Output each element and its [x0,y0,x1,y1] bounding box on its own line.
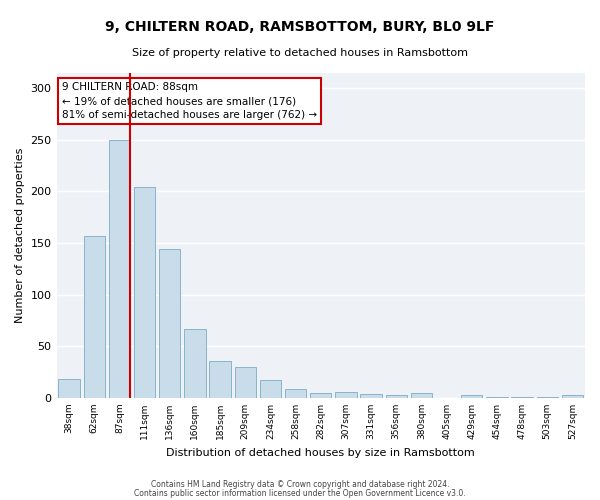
Bar [235,367,256,398]
Bar [511,397,533,398]
Bar [209,360,231,398]
Bar [134,187,155,398]
Text: 9, CHILTERN ROAD, RAMSBOTTOM, BURY, BL0 9LF: 9, CHILTERN ROAD, RAMSBOTTOM, BURY, BL0 … [106,20,494,34]
Bar [486,397,508,398]
Text: Size of property relative to detached houses in Ramsbottom: Size of property relative to detached ho… [132,48,468,58]
Bar [260,380,281,398]
Bar [83,236,105,398]
X-axis label: Distribution of detached houses by size in Ramsbottom: Distribution of detached houses by size … [166,448,475,458]
Y-axis label: Number of detached properties: Number of detached properties [15,148,25,323]
Bar [411,393,432,398]
Bar [461,395,482,398]
Bar [159,249,181,398]
Bar [386,395,407,398]
Text: Contains public sector information licensed under the Open Government Licence v3: Contains public sector information licen… [134,488,466,498]
Bar [58,380,80,398]
Bar [335,392,356,398]
Text: Contains HM Land Registry data © Crown copyright and database right 2024.: Contains HM Land Registry data © Crown c… [151,480,449,489]
Bar [285,388,307,398]
Bar [536,397,558,398]
Bar [109,140,130,398]
Bar [361,394,382,398]
Bar [562,395,583,398]
Text: 9 CHILTERN ROAD: 88sqm
← 19% of detached houses are smaller (176)
81% of semi-de: 9 CHILTERN ROAD: 88sqm ← 19% of detached… [62,82,317,120]
Bar [310,393,331,398]
Bar [184,328,206,398]
